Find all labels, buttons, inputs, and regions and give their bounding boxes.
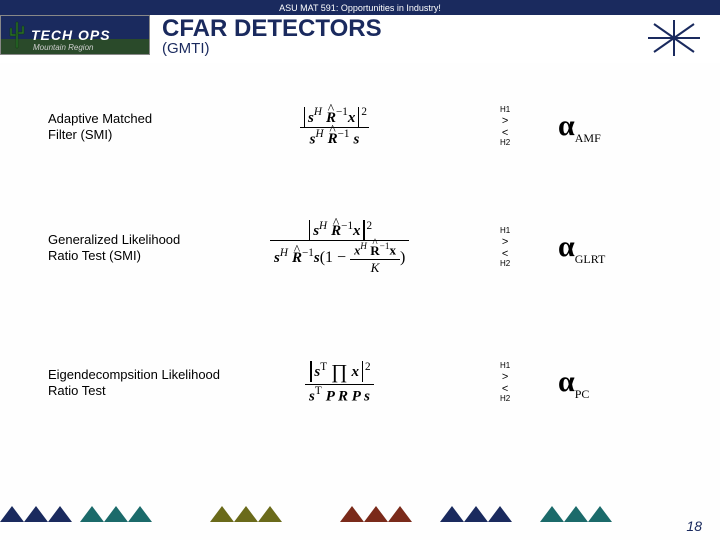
cactus-icon bbox=[7, 20, 27, 52]
alpha-glrt: αGLRT bbox=[558, 230, 605, 267]
alpha-pc: αPC bbox=[558, 365, 589, 402]
main-title: CFAR DETECTORS bbox=[162, 15, 382, 41]
formula-pc: sT ∏ x2 sT P R P s bbox=[305, 361, 374, 406]
star-icon bbox=[646, 18, 702, 58]
formula-glrt: sH R−1x2 sH R−1s(1 − xH R−1x K ) bbox=[270, 220, 409, 276]
title-block: CFAR DETECTORS (GMTI) bbox=[150, 15, 382, 58]
comparator-pc: H1 > < H2 bbox=[500, 362, 510, 404]
formula-amf: sH R−1x2 sH R−1 s bbox=[300, 106, 369, 148]
logo-bottom-text: Mountain Region bbox=[33, 43, 93, 52]
label-pc: Eigendecompsition Likelihood Ratio Test bbox=[48, 367, 248, 400]
subtitle: (GMTI) bbox=[162, 41, 382, 58]
label-amf: Adaptive Matched Filter (SMI) bbox=[48, 111, 248, 144]
footer-band bbox=[0, 500, 720, 522]
comparator-glrt: H1 > < H2 bbox=[500, 227, 510, 269]
page-number: 18 bbox=[686, 518, 702, 534]
alpha-amf: αAMF bbox=[558, 109, 601, 146]
label-glrt: Generalized Likelihood Ratio Test (SMI) bbox=[48, 232, 248, 265]
mountain-band-icon bbox=[0, 500, 720, 522]
logo-left: TECH OPS Mountain Region bbox=[0, 15, 150, 55]
title-row: TECH OPS Mountain Region CFAR DETECTORS … bbox=[0, 15, 720, 63]
logo-top-text: TECH OPS bbox=[31, 27, 111, 43]
comparator-amf: H1 > < H2 bbox=[500, 106, 510, 148]
content-area: Adaptive Matched Filter (SMI) sH R−1x2 s… bbox=[0, 63, 720, 493]
course-text: ASU MAT 591: Opportunities in Industry! bbox=[279, 3, 441, 13]
header-bar: ASU MAT 591: Opportunities in Industry! bbox=[0, 0, 720, 15]
